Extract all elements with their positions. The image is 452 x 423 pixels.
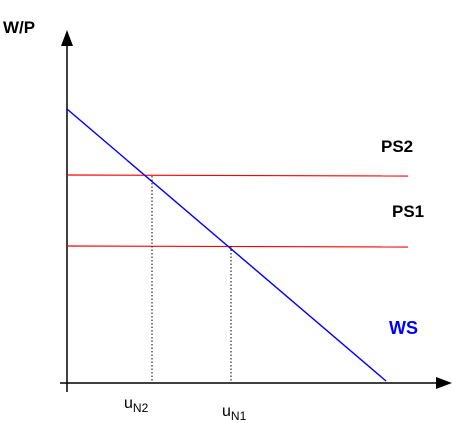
ps1-line [66, 245, 409, 248]
y-axis-arrowhead [61, 30, 73, 46]
u-n2-subscript: N2 [133, 401, 149, 415]
ps2-line [66, 174, 409, 177]
x-axis-arrowhead [436, 377, 452, 389]
u-n1-subscript: N1 [231, 409, 247, 423]
ps2-label: PS2 [381, 137, 413, 156]
ws-line [66, 108, 387, 382]
ps1-label: PS1 [392, 202, 424, 221]
u-n2-label: uN2 [124, 395, 149, 415]
y-axis-label: W/P [3, 18, 35, 37]
u-n2-base: u [124, 395, 133, 412]
u-n1-base: u [222, 403, 231, 420]
ws-label: WS [389, 318, 418, 338]
u-n1-label: uN1 [222, 403, 247, 423]
